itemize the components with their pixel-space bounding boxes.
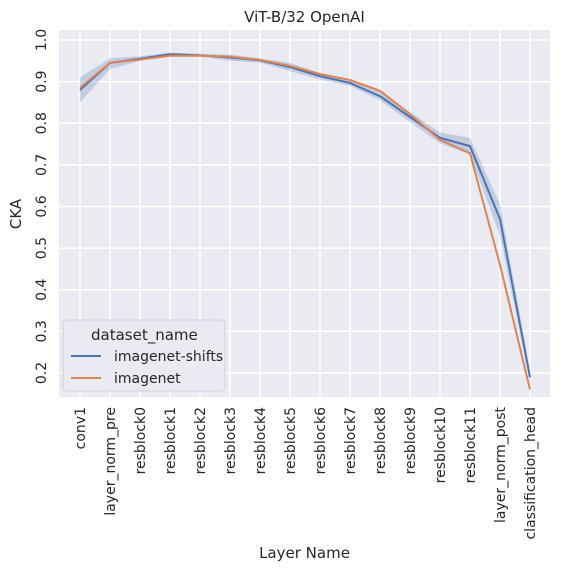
x-tick-label: resblock1 [163,407,179,474]
x-tick-label: layer_norm_post [493,406,509,522]
y-tick-label: 0.2 [34,362,50,384]
chart-title: ViT-B/32 OpenAI [244,8,365,26]
y-tick-label: 0.4 [34,279,50,301]
x-tick-label: resblock0 [133,407,149,474]
y-tick-label: 1.0 [34,29,50,51]
x-tick-label: resblock5 [283,407,299,474]
x-tick-label: classification_head [523,407,539,540]
x-tick-label: conv1 [73,407,89,449]
x-tick-label: resblock2 [193,407,209,474]
legend-label-imagenet-shifts: imagenet-shifts [114,349,223,365]
legend-box [62,319,226,392]
x-axis-title: Layer Name [259,544,350,562]
x-tick-label: resblock11 [463,407,479,483]
x-tick-label: resblock8 [373,407,389,474]
x-tick-label: resblock9 [403,407,419,474]
y-tick-labels: 0.2 0.3 0.4 0.5 0.6 0.7 0.8 0.9 1.0 [34,29,50,384]
y-tick-label: 0.9 [34,70,50,92]
y-tick-label: 0.5 [34,237,50,259]
x-tick-label: resblock10 [433,407,449,483]
y-tick-label: 0.8 [34,112,50,134]
y-tick-label: 0.7 [34,154,50,176]
y-axis-title: CKA [7,198,25,229]
legend-label-imagenet: imagenet [114,371,181,387]
series-line-imagenet [79,54,531,390]
y-tick-label: 0.6 [34,195,50,217]
x-tick-label: layer_norm_pre [103,407,119,516]
x-tick-label: resblock6 [313,407,329,475]
x-tick-label: resblock4 [253,407,269,475]
legend-title: dataset_name [91,326,198,345]
x-tick-label: resblock7 [343,407,359,474]
x-tick-label: resblock3 [223,407,239,474]
x-tick-labels: conv1 layer_norm_pre resblock0 resblock1 res… [73,406,539,539]
series-line-imagenet-shifts [79,53,531,378]
legend: dataset_name imagenet-shifts imagenet [62,319,226,392]
y-tick-label: 0.3 [34,320,50,342]
